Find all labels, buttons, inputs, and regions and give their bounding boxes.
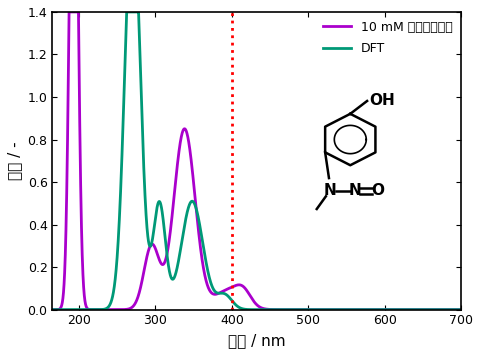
Text: OH: OH bbox=[370, 93, 395, 109]
Text: N: N bbox=[348, 184, 361, 198]
Text: O: O bbox=[372, 184, 384, 198]
Legend: 10 mM メタノール中, DFT: 10 mM メタノール中, DFT bbox=[318, 16, 457, 60]
Y-axis label: 吸収 / -: 吸収 / - bbox=[7, 142, 22, 180]
Text: N: N bbox=[324, 184, 337, 198]
X-axis label: 波長 / nm: 波長 / nm bbox=[228, 333, 286, 348]
